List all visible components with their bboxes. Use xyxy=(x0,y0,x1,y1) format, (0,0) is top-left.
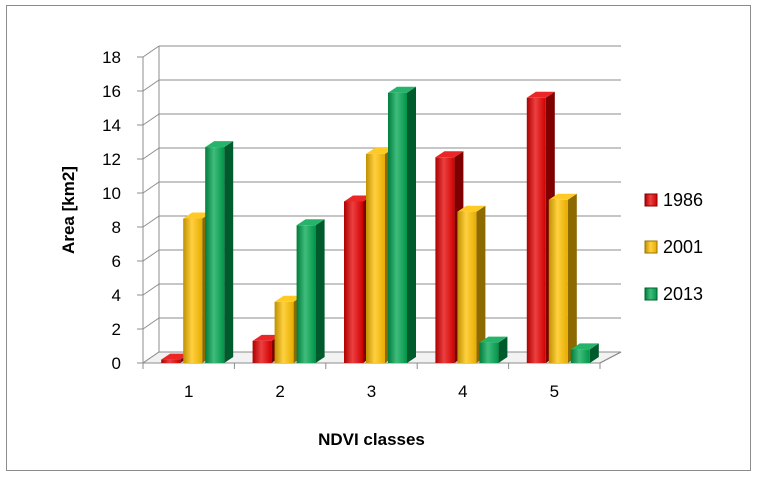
side-wall-line xyxy=(142,215,160,228)
bar-2001-class-4 xyxy=(457,205,486,363)
x-tick-label: 1 xyxy=(184,382,193,401)
side-wall-line xyxy=(142,45,160,58)
y-tick-label: 4 xyxy=(112,286,121,305)
x-tick-label: 5 xyxy=(550,382,559,401)
y-tick-label: 10 xyxy=(102,184,121,203)
y-axis-title: Area [km2] xyxy=(59,166,78,254)
legend-label: 1986 xyxy=(663,190,703,210)
bar-2001-class-5 xyxy=(548,193,577,363)
y-tick-label: 14 xyxy=(102,116,121,135)
x-tick-label: 3 xyxy=(367,382,376,401)
side-wall-line xyxy=(142,147,160,160)
legend-item-1986: 1986 xyxy=(644,190,703,210)
side-wall-line xyxy=(142,249,160,262)
side-wall-line xyxy=(142,113,160,126)
bar-2013-class-4 xyxy=(479,336,508,363)
legend-item-2013: 2013 xyxy=(644,284,703,304)
x-tick-label: 2 xyxy=(275,382,284,401)
side-wall-line xyxy=(142,283,160,296)
bar-2013-class-5 xyxy=(570,343,599,363)
legend-item-2001: 2001 xyxy=(644,237,703,257)
bar-2013-class-1 xyxy=(205,141,234,363)
side-wall-line xyxy=(142,317,160,330)
y-tick-label: 0 xyxy=(112,354,121,373)
bar-2013-class-2 xyxy=(296,219,325,363)
x-axis-title: NDVI classes xyxy=(318,430,425,449)
y-tick-label: 12 xyxy=(102,150,121,169)
side-wall-line xyxy=(142,79,160,92)
legend-swatch xyxy=(644,193,658,207)
legend: 1986 2001 2013 xyxy=(644,190,703,304)
y-tick-label: 16 xyxy=(102,82,121,101)
legend-label: 2013 xyxy=(663,284,703,304)
bars xyxy=(161,86,599,364)
y-tick-label: 6 xyxy=(112,252,121,271)
legend-swatch xyxy=(644,240,658,254)
x-tick-label: 4 xyxy=(458,382,467,401)
legend-label: 2001 xyxy=(663,237,703,257)
y-tick-label: 8 xyxy=(112,218,121,237)
bar-2013-class-3 xyxy=(388,86,416,363)
side-wall-line xyxy=(142,181,160,194)
legend-swatch xyxy=(644,287,658,301)
y-tick-label: 2 xyxy=(112,320,121,339)
y-tick-label: 18 xyxy=(102,48,121,67)
